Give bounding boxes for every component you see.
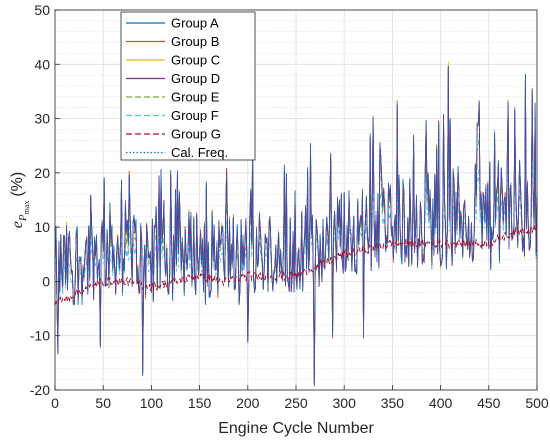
legend-label: Group C (171, 53, 220, 68)
legend-label: Group F (171, 108, 219, 123)
x-tick-label: 450 (477, 395, 501, 411)
y-tick-label: 10 (34, 219, 50, 235)
x-tick-label: 150 (188, 395, 212, 411)
x-tick-label: 0 (51, 395, 59, 411)
y-tick-label: 20 (34, 165, 50, 181)
legend-label: Group D (171, 71, 220, 86)
series-line-group-g (54, 223, 538, 306)
x-tick-label: 200 (236, 395, 260, 411)
y-axis-label-subsub: max (22, 201, 31, 215)
axis-ticks: 0 50 100 150 200 250 300 350 400 450 500 -20 -10 0 10 2… (30, 2, 549, 411)
y-tick-label: 40 (34, 56, 50, 72)
x-axis-label: Engine Cycle Number (218, 420, 374, 437)
legend: Group A Group B Group C Group D Group E Group… (120, 11, 256, 161)
y-tick-label: 50 (34, 2, 50, 18)
y-tick-label: 0 (42, 273, 50, 289)
y-axis-label-unit: (%) (9, 172, 26, 197)
svg-text:ePmax(%): ePmax (%) (9, 172, 31, 229)
y-tick-label: -10 (30, 328, 50, 344)
legend-box (120, 11, 256, 161)
y-axis-label-base: e (9, 221, 26, 228)
y-tick-label: -20 (30, 382, 50, 398)
x-tick-label: 100 (140, 395, 164, 411)
y-tick-label: 30 (34, 111, 50, 127)
y-axis-label: ePmax (%) (9, 172, 31, 229)
legend-label: Group B (171, 34, 219, 49)
legend-label: Group A (171, 16, 219, 31)
y-axis-label-sub: P (17, 214, 29, 222)
x-tick-label: 50 (95, 395, 111, 411)
legend-label: Group G (171, 127, 221, 142)
legend-label: Cal. Freq. (171, 145, 228, 160)
x-tick-label: 350 (381, 395, 405, 411)
series-line-cal-freq (54, 66, 538, 383)
legend-label: Group E (171, 90, 220, 105)
series-lines (54, 61, 538, 387)
x-tick-label: 300 (333, 395, 357, 411)
x-tick-label: 250 (284, 395, 308, 411)
x-tick-label: 500 (525, 395, 549, 411)
x-tick-label: 400 (429, 395, 453, 411)
